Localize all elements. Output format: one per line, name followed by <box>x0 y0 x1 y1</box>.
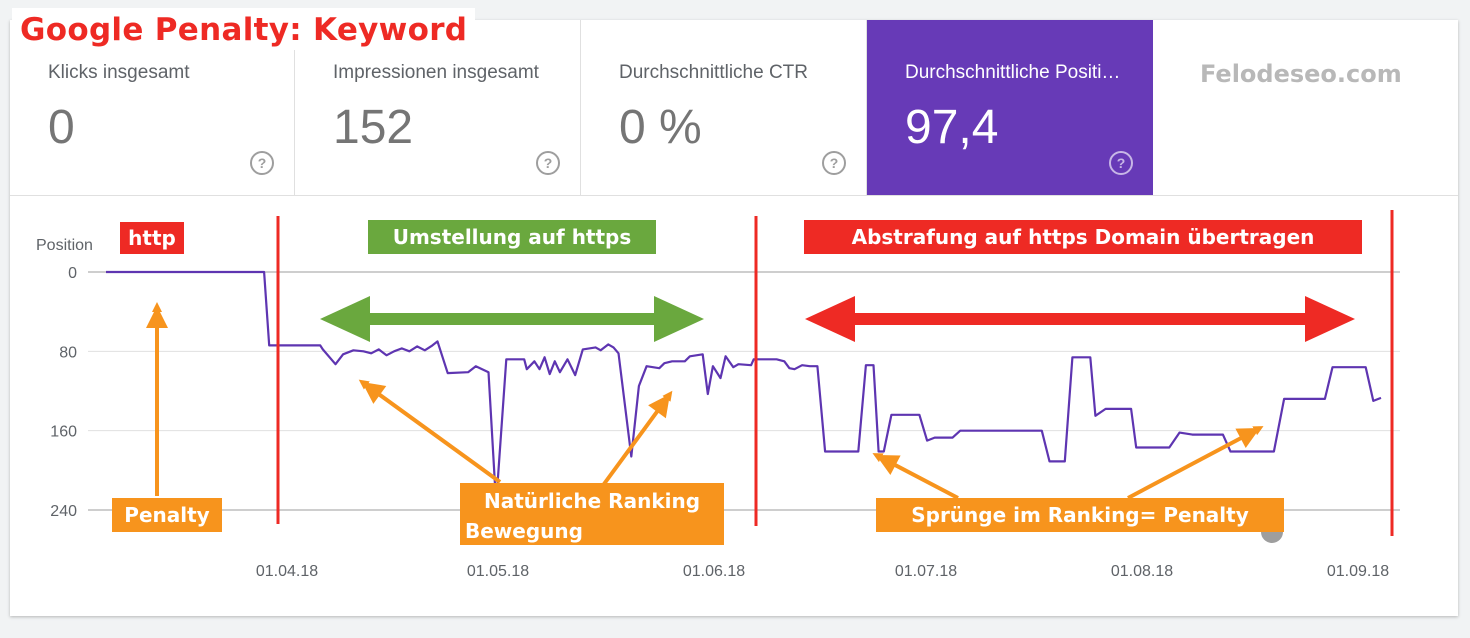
penalty-transfer-label-box <box>804 220 1362 254</box>
metric-position[interactable]: Durchschnittliche Positi… 97,4 ? <box>867 20 1153 195</box>
y-axis-label: Position <box>36 237 93 254</box>
page-title: Google Penalty: Keyword <box>12 8 476 50</box>
x-tick-label: 01.07.18 <box>895 563 957 580</box>
metric-clicks[interactable]: Klicks insgesamt 0 ? <box>10 20 295 195</box>
grid-layer: 0 80 160 240 Position 01.04.18 01.05.18 01.06.1… <box>36 237 1400 580</box>
y-tick-label: 0 <box>68 265 77 282</box>
natural-ranking-label: Bewegung <box>465 519 583 543</box>
metric-label: Klicks insgesamt <box>48 62 190 83</box>
y-tick-label: 80 <box>59 344 77 361</box>
help-icon[interactable]: ? <box>822 151 846 175</box>
orange-arrowhead <box>1235 428 1260 449</box>
orange-arrowhead <box>648 394 670 419</box>
penalty-transfer-label: Abstrafung auf https Domain übertragen <box>852 225 1315 249</box>
https-switch-label-box <box>368 220 656 254</box>
y-tick-label: 240 <box>50 503 77 520</box>
green-arrowhead-left <box>320 296 370 342</box>
watermark: Felodeseo.com <box>1200 60 1402 88</box>
metric-value: 152 <box>333 101 414 154</box>
orange-arrow <box>358 379 502 484</box>
help-icon[interactable]: ? <box>250 151 274 175</box>
help-icon[interactable]: ? <box>536 151 560 175</box>
metrics-bar: Klicks insgesamt 0 ? Impressionen insges… <box>10 20 1458 196</box>
jumps-label-box <box>876 498 1284 532</box>
natural-ranking-label: Natürliche Ranking <box>484 489 700 513</box>
natural-ranking-box <box>460 483 724 545</box>
x-tick-label: 01.08.18 <box>1111 563 1173 580</box>
x-tick-label: 01.09.18 <box>1327 563 1389 580</box>
metric-label: Durchschnittliche CTR <box>619 62 808 83</box>
red-arrowhead-left <box>805 296 855 342</box>
penalty-label: Penalty <box>124 503 209 527</box>
http-label: http <box>128 226 176 250</box>
y-tick-label: 160 <box>50 424 77 441</box>
metric-value: 0 <box>48 101 75 154</box>
metric-label: Impressionen insgesamt <box>333 62 539 83</box>
https-switch-label: Umstellung auf https <box>393 225 632 249</box>
x-tick-label: 01.05.18 <box>467 563 529 580</box>
red-arrowhead-right <box>1305 296 1355 342</box>
penalty-label-box <box>112 498 222 532</box>
orange-arrow <box>1127 426 1264 500</box>
orange-arrowhead <box>146 306 168 328</box>
orange-arrowhead <box>362 382 387 404</box>
series-line <box>106 270 1382 506</box>
metric-value: 0 % <box>619 101 702 154</box>
jumps-label: Sprünge im Ranking= Penalty <box>911 503 1249 527</box>
annotation-layer: http Umstellung auf https Abstrafung auf h… <box>112 210 1394 545</box>
help-icon[interactable]: ? <box>1109 151 1133 175</box>
x-tick-label: 01.06.18 <box>683 563 745 580</box>
metric-ctr[interactable]: Durchschnittliche CTR 0 % ? <box>581 20 867 195</box>
metric-value: 97,4 <box>905 101 999 154</box>
metric-impressions[interactable]: Impressionen insgesamt 152 ? <box>295 20 581 195</box>
green-arrowhead-right <box>654 296 704 342</box>
metric-label: Durchschnittliche Positi… <box>905 62 1121 83</box>
orange-arrowhead <box>876 455 901 475</box>
x-tick-label: 01.04.18 <box>256 563 318 580</box>
http-label-box <box>120 222 184 254</box>
